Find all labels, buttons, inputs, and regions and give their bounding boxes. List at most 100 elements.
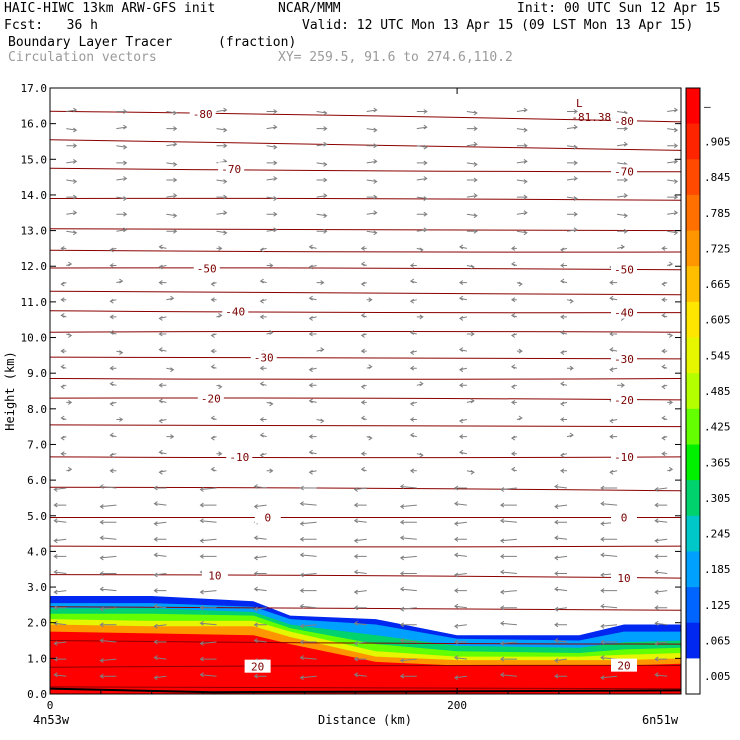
circulation-vector xyxy=(600,588,618,594)
contour-line xyxy=(50,424,681,428)
circulation-vector xyxy=(667,466,674,472)
circulation-vector xyxy=(617,213,629,219)
circulation-vector xyxy=(153,552,167,558)
circulation-vector xyxy=(667,158,679,164)
circulation-vector xyxy=(53,538,67,544)
circulation-vector xyxy=(60,297,67,303)
circulation-vector xyxy=(308,244,317,250)
circulation-vector xyxy=(308,331,317,337)
circulation-vector xyxy=(266,330,274,335)
circulation-vector xyxy=(399,673,417,679)
circulation-vector xyxy=(661,451,668,457)
contour-label: -40 xyxy=(614,306,634,319)
circulation-vector xyxy=(316,141,328,147)
circulation-vector xyxy=(466,161,478,167)
circulation-vector xyxy=(360,384,367,390)
circulation-vector xyxy=(654,672,668,678)
circulation-vector xyxy=(661,384,668,390)
circulation-vector xyxy=(353,518,367,524)
circulation-vector xyxy=(466,193,478,199)
circulation-vector xyxy=(166,434,175,440)
circulation-vector xyxy=(516,415,523,421)
circulation-vector xyxy=(617,228,629,234)
circulation-vector xyxy=(199,538,217,544)
circulation-vector xyxy=(60,415,67,421)
circulation-vector xyxy=(667,194,679,200)
circulation-vector xyxy=(366,143,378,149)
circulation-vector xyxy=(566,176,578,181)
cross-section-endpoints: XY= 259.5, 91.6 to 274.6,110.2 xyxy=(278,50,513,65)
circulation-vector xyxy=(366,107,378,113)
circulation-vector xyxy=(453,536,467,542)
circulation-vector xyxy=(499,553,517,559)
y-tick-label: 14.0 xyxy=(21,189,48,202)
circulation-vector xyxy=(66,179,78,184)
circulation-vector xyxy=(409,350,417,356)
circulation-vector xyxy=(409,330,417,335)
circulation-vector xyxy=(667,230,679,236)
contour-label-bg xyxy=(611,392,638,406)
circulation-vector xyxy=(416,196,428,202)
contour-line xyxy=(50,330,681,333)
y-tick-label: 17.0 xyxy=(21,82,48,95)
circulation-vector xyxy=(661,435,668,441)
circulation-vector xyxy=(458,280,467,286)
circulation-vector xyxy=(199,641,217,646)
circulation-vector xyxy=(166,126,178,132)
circulation-vector xyxy=(308,449,317,455)
contour-line xyxy=(50,228,681,232)
circulation-vector xyxy=(116,160,128,166)
y-tick-label: 7.0 xyxy=(27,438,47,451)
circulation-vector xyxy=(153,536,167,542)
contour-line xyxy=(50,249,681,253)
circulation-vector xyxy=(399,519,417,525)
contour-label-bg xyxy=(611,164,638,178)
circulation-vector xyxy=(366,435,373,441)
circulation-vector xyxy=(458,434,467,440)
circulation-vector xyxy=(60,281,67,287)
circulation-vector xyxy=(554,638,568,643)
circulation-vector xyxy=(600,485,618,491)
circulation-vector xyxy=(654,656,668,662)
y-tick-label: 2.0 xyxy=(27,617,47,630)
circulation-vector xyxy=(153,639,167,645)
circulation-vector xyxy=(458,295,468,301)
circulation-vector xyxy=(116,278,124,284)
circulation-vector xyxy=(253,484,267,489)
circulation-vector xyxy=(99,658,117,664)
circulation-vector xyxy=(166,110,178,116)
circulation-vector xyxy=(353,641,367,646)
circulation-vector xyxy=(399,484,417,489)
colorbar-swatch xyxy=(686,587,700,624)
circulation-vector xyxy=(366,127,378,133)
circulation-vector xyxy=(609,418,618,424)
circulation-vector xyxy=(316,177,328,183)
circulation-vector xyxy=(516,179,528,184)
circulation-vector xyxy=(566,432,574,438)
circulation-vector xyxy=(259,247,267,253)
circulation-vector xyxy=(259,381,267,387)
circulation-vector xyxy=(299,521,317,527)
x-axis-right-end-label: 6n51w xyxy=(642,713,679,727)
circulation-vector xyxy=(409,401,417,407)
circulation-vector xyxy=(654,487,668,492)
colorbar-swatch xyxy=(686,230,700,267)
circulation-vector xyxy=(216,107,228,113)
circulation-vector xyxy=(458,315,468,321)
contour-line xyxy=(50,640,681,645)
circulation-vector xyxy=(99,571,117,576)
circulation-vector xyxy=(510,384,518,390)
circulation-vector xyxy=(617,126,629,132)
circulation-vector xyxy=(266,468,274,474)
circulation-vector xyxy=(617,382,626,388)
circulation-vector xyxy=(216,127,228,133)
circulation-vector xyxy=(566,227,578,233)
circulation-vector xyxy=(554,658,568,664)
circulation-vector xyxy=(109,298,117,304)
contour-label-bg xyxy=(201,568,228,582)
circulation-vector xyxy=(353,656,367,662)
circulation-vector xyxy=(510,312,518,318)
circulation-vector xyxy=(353,620,367,626)
contour-line xyxy=(50,397,681,401)
